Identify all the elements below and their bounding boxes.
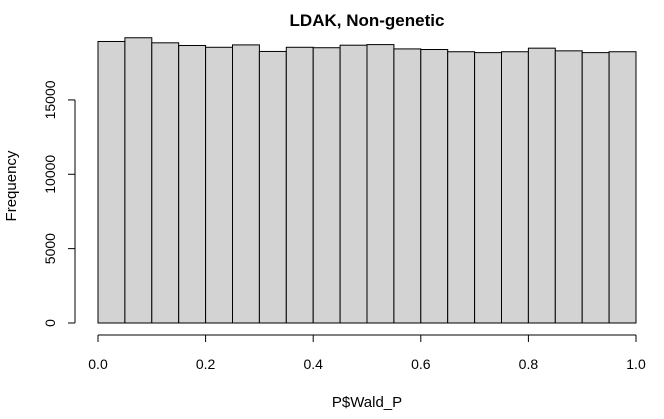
y-axis: 0 5000 10000 15000	[42, 80, 76, 327]
x-tick-label: 1.0	[626, 356, 646, 372]
x-tick-label: 0.4	[303, 356, 323, 372]
histogram-bar	[151, 42, 180, 324]
histogram-bar	[393, 48, 422, 324]
histogram-bar	[205, 46, 234, 324]
histogram-bar	[232, 44, 260, 324]
y-tick-label: 15000	[42, 80, 58, 119]
chart-title: LDAK, Non-genetic	[290, 11, 445, 30]
histogram-bar	[581, 52, 610, 324]
histogram-bar	[124, 37, 153, 324]
histogram-bar	[97, 40, 126, 324]
y-tick-label: 0	[42, 319, 58, 327]
bars-group	[97, 37, 637, 324]
y-tick-label: 5000	[42, 233, 58, 264]
y-axis-label: Frequency	[3, 150, 20, 221]
x-axis-label: P$Wald_P	[332, 394, 402, 411]
histogram-bar	[608, 51, 637, 324]
x-axis: 0.0 0.2 0.4 0.6 0.8 1.0	[88, 334, 646, 372]
histogram-bar	[527, 47, 556, 324]
histogram-bar	[447, 51, 476, 324]
x-tick-label: 0.8	[519, 356, 539, 372]
histogram-bar	[178, 44, 207, 324]
histogram-bar	[501, 51, 529, 324]
histogram-bar	[285, 46, 314, 324]
histogram-bar	[474, 52, 503, 324]
histogram-bar	[366, 44, 395, 324]
x-tick-label: 0.2	[196, 356, 216, 372]
histogram-bar	[312, 47, 341, 324]
histogram-bar	[420, 49, 449, 324]
y-tick-label: 10000	[42, 155, 58, 194]
x-tick-label: 0.6	[411, 356, 431, 372]
histogram-bar	[554, 50, 583, 324]
histogram-bar	[339, 44, 368, 324]
x-tick-label: 0.0	[88, 356, 108, 372]
histogram-bar	[258, 50, 287, 324]
